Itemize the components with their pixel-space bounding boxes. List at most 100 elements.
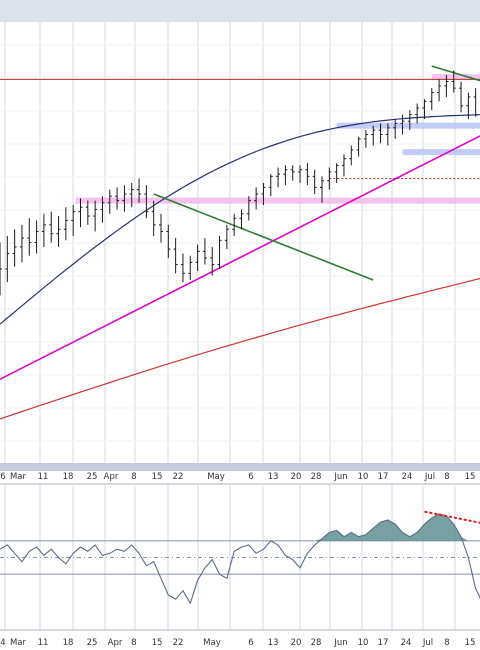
zone-pink <box>75 197 480 204</box>
x-tick-label: 13 <box>268 638 279 648</box>
axis-separator-band <box>0 463 480 471</box>
ohlc-bar <box>195 244 200 272</box>
oscillator-grid <box>4 484 456 630</box>
x-tick-label: 11 <box>38 472 49 482</box>
ohlc-bar <box>180 253 185 283</box>
ohlc-bar <box>261 182 266 206</box>
main-grid <box>0 22 480 463</box>
ohlc-bar <box>41 213 46 247</box>
ohlc-bar <box>217 235 222 269</box>
x-axis-labels-lower: 4 Mar 11 18 25 Apr 8 15 22 May 6 13 20 28 Jun 10 17 24 Jul… <box>0 638 476 648</box>
x-tick-label: 15 <box>465 638 476 648</box>
ohlc-bar <box>137 178 142 203</box>
ohlc-bar <box>5 235 10 283</box>
ohlc-bar <box>305 163 310 186</box>
ohlc-bar <box>12 229 17 267</box>
ohlc-bar <box>283 165 288 186</box>
x-tick-label: 8 <box>444 638 449 648</box>
ohlc-bar <box>100 196 105 223</box>
zone-blue <box>402 149 480 156</box>
osc-line <box>0 513 480 605</box>
x-tick-label: 25 <box>87 638 98 648</box>
ohlc-bar <box>0 242 2 296</box>
ohlc-bar <box>349 145 354 166</box>
oscillator-panel <box>0 510 480 605</box>
ohlc-bar <box>385 123 390 146</box>
x-tick-label: 6 <box>0 472 5 482</box>
x-tick-label: 25 <box>87 472 98 482</box>
ohlc-bar <box>246 196 251 221</box>
x-tick-label: 11 <box>38 638 49 648</box>
ohlc-bar <box>444 74 449 97</box>
ohlc-bar <box>268 174 273 197</box>
divergence-line <box>424 510 480 524</box>
trendline-downtrend <box>431 65 480 82</box>
x-tick-label: 24 <box>402 472 413 482</box>
x-tick-label: 18 <box>63 472 74 482</box>
ohlc-bar <box>144 185 149 219</box>
ohlc-bar <box>27 218 32 256</box>
ma-long-line <box>0 277 480 420</box>
ohlc-bar <box>122 185 127 212</box>
ohlc-bar <box>115 187 120 210</box>
x-tick-label: Mar <box>10 638 27 648</box>
ohlc-bar <box>71 205 76 236</box>
ohlc-bar <box>173 238 178 274</box>
ohlc-bar <box>356 136 361 157</box>
x-tick-label: 10 <box>358 472 369 482</box>
ohlc-bar <box>334 163 339 183</box>
ohlc-bar <box>188 255 193 280</box>
ohlc-bar <box>466 92 471 120</box>
ohlc-bar <box>393 119 398 139</box>
x-tick-label: 22 <box>173 472 184 482</box>
ohlc-bar <box>276 167 281 188</box>
ohlc-bar <box>437 79 442 102</box>
ohlc-bar <box>85 200 90 225</box>
x-tick-label: 8 <box>131 638 136 648</box>
ohlc-bar <box>371 125 376 146</box>
ohlc-bar <box>210 246 215 276</box>
ohlc-bar <box>451 70 456 93</box>
ohlc-bar <box>56 216 61 247</box>
ohlc-bar <box>232 213 237 236</box>
ohlc-bar <box>78 198 83 228</box>
ohlc-bar <box>129 182 134 208</box>
osc-overbought-fill <box>0 513 480 541</box>
x-tick-label: May <box>207 472 225 482</box>
x-tick-label: 22 <box>173 638 184 648</box>
x-tick-label: Apr <box>104 472 119 482</box>
highlight-zones <box>75 74 480 204</box>
ohlc-bar <box>202 238 207 265</box>
x-tick-label: 20 <box>291 472 302 482</box>
x-tick-label: 8 <box>131 472 136 482</box>
x-tick-label: 24 <box>401 638 412 648</box>
x-tick-label: May <box>203 638 221 648</box>
ohlc-bar <box>407 110 412 131</box>
x-tick-label: 15 <box>152 638 163 648</box>
ohlc-bar <box>49 211 54 243</box>
ohlc-bar <box>166 224 171 258</box>
zone-pink <box>431 74 480 81</box>
x-tick-label: Jul <box>422 638 433 648</box>
x-tick-label: 8 <box>444 472 449 482</box>
ohlc-bar <box>320 176 324 203</box>
trendline-uptrend <box>0 135 480 380</box>
x-tick-label: 15 <box>152 472 163 482</box>
ohlc-bar <box>459 81 464 113</box>
x-tick-label: Jul <box>424 472 435 482</box>
x-tick-label: Apr <box>108 638 123 648</box>
ohlc-bar <box>341 154 346 177</box>
x-tick-label: 6 <box>248 472 253 482</box>
ohlc-bar <box>327 167 332 190</box>
ohlc-bars <box>0 70 478 296</box>
ohlc-bar <box>473 88 478 117</box>
x-tick-label: 17 <box>378 472 389 482</box>
ohlc-bar <box>298 165 303 183</box>
x-tick-label: 4 <box>0 638 5 648</box>
ohlc-bar <box>422 99 427 120</box>
x-tick-label: 20 <box>291 638 302 648</box>
ohlc-bar <box>429 88 434 111</box>
x-tick-label: Jun <box>333 472 347 482</box>
x-tick-label: 18 <box>63 638 74 648</box>
